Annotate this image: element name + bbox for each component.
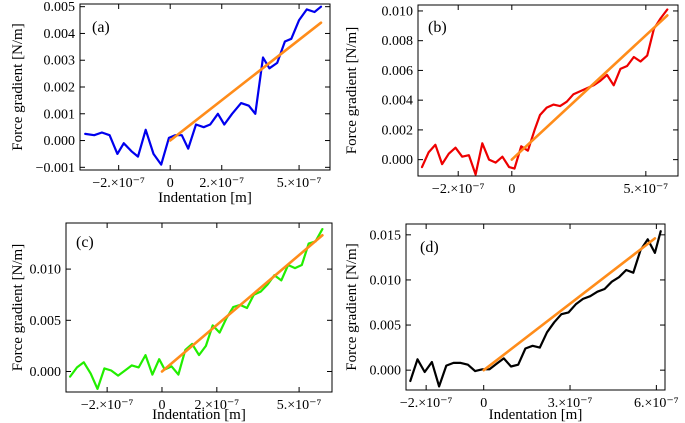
x-tick-label: 5.×10⁻⁷ (277, 176, 322, 191)
y-tick-label: 0.002 (44, 81, 76, 96)
y-tick-label: 0.010 (370, 273, 402, 288)
x-tick-label: 0 (508, 182, 515, 197)
x-tick-label: −2.×10⁻⁷ (81, 398, 134, 413)
x-tick-label: 6.×10⁻⁷ (634, 396, 679, 411)
panel-d: −2.×10⁻⁷ 0 3.×10⁻⁷ 6.×10⁻⁷ 0.000 0.005 0.010 0.… (344, 223, 679, 423)
plot-frame (405, 223, 666, 391)
y-tick-label: 0.005 (44, 0, 76, 15)
panel-label: (a) (92, 19, 110, 36)
panel-c: −2.×10⁻⁷ 0 2.×10⁻⁷ 5.×10⁻⁷ 0.000 0.005 0.010 (c… (10, 222, 333, 423)
y-tick-label: 0.001 (44, 107, 76, 122)
panel-label: (d) (420, 239, 439, 256)
plot-frame (417, 4, 679, 177)
x-tick-label: 2.×10⁻⁷ (199, 176, 244, 191)
x-tick-label: −2.×10⁻⁷ (92, 176, 145, 191)
y-tick-label: 0.000 (382, 153, 414, 168)
y-tick-label: 0.004 (382, 94, 414, 109)
plot-frame (65, 222, 333, 393)
x-tick-label: 2.×10⁻⁷ (194, 398, 239, 413)
panel-label: (c) (76, 234, 94, 251)
y-tick-label: −0.001 (36, 161, 75, 176)
y-axis-label: Force gradient [N/m] (344, 27, 360, 154)
x-tick-label: 5.×10⁻⁷ (277, 398, 322, 413)
y-tick-label: 0.000 (30, 365, 62, 380)
y-tick-label: 0.000 (370, 364, 402, 379)
x-axis-label: Indentation [m] (489, 407, 583, 423)
y-tick-label: 0.008 (382, 34, 414, 49)
data-series-line (68, 228, 324, 390)
panel-label: (b) (428, 19, 447, 36)
x-tick-label: −2.×10⁻⁷ (432, 182, 485, 197)
fit-line (510, 14, 669, 161)
y-tick-label: 0.010 (382, 4, 414, 19)
y-tick-label: 0.002 (382, 123, 414, 138)
plot-frame (79, 3, 331, 171)
x-axis-label: Indentation [m] (152, 407, 246, 423)
data-series-line (409, 230, 662, 388)
fit-line (160, 234, 324, 373)
data-series-line (420, 8, 669, 176)
x-tick-label: 0 (167, 176, 174, 191)
fit-line (168, 21, 323, 142)
x-tick-label: 0 (480, 396, 487, 411)
y-tick-label: 0.000 (44, 134, 76, 149)
y-tick-label: 0.005 (30, 314, 62, 329)
x-tick-label: 3.×10⁻⁷ (548, 396, 593, 411)
y-tick-label: 0.005 (370, 319, 402, 334)
y-axis-label: Force gradient [N/m] (10, 23, 26, 150)
x-tick-label: −2.×10⁻⁷ (400, 396, 453, 411)
y-tick-label: 0.010 (30, 263, 62, 278)
y-tick-label: 0.015 (370, 228, 402, 243)
y-tick-label: 0.004 (44, 27, 76, 42)
y-axis-label: Force gradient [N/m] (10, 244, 26, 371)
data-series-line (84, 5, 323, 166)
x-axis-label: Indentation [m] (158, 190, 252, 206)
x-tick-label: 0 (158, 398, 165, 413)
x-tick-label: 5.×10⁻⁷ (623, 182, 668, 197)
y-axis-label: Force gradient [N/m] (344, 243, 360, 370)
y-tick-label: 0.003 (44, 54, 76, 69)
panel-a: −2.×10⁻⁷ 0 2.×10⁻⁷ 5.×10⁻⁷ −0.001 0.000 0.001 0… (10, 0, 331, 206)
fit-line (482, 237, 657, 372)
panel-b: −2.×10⁻⁷ 0 5.×10⁻⁷ 0.000 0.002 0.004 0.006 0.00… (344, 4, 679, 197)
y-tick-label: 0.006 (382, 64, 414, 79)
